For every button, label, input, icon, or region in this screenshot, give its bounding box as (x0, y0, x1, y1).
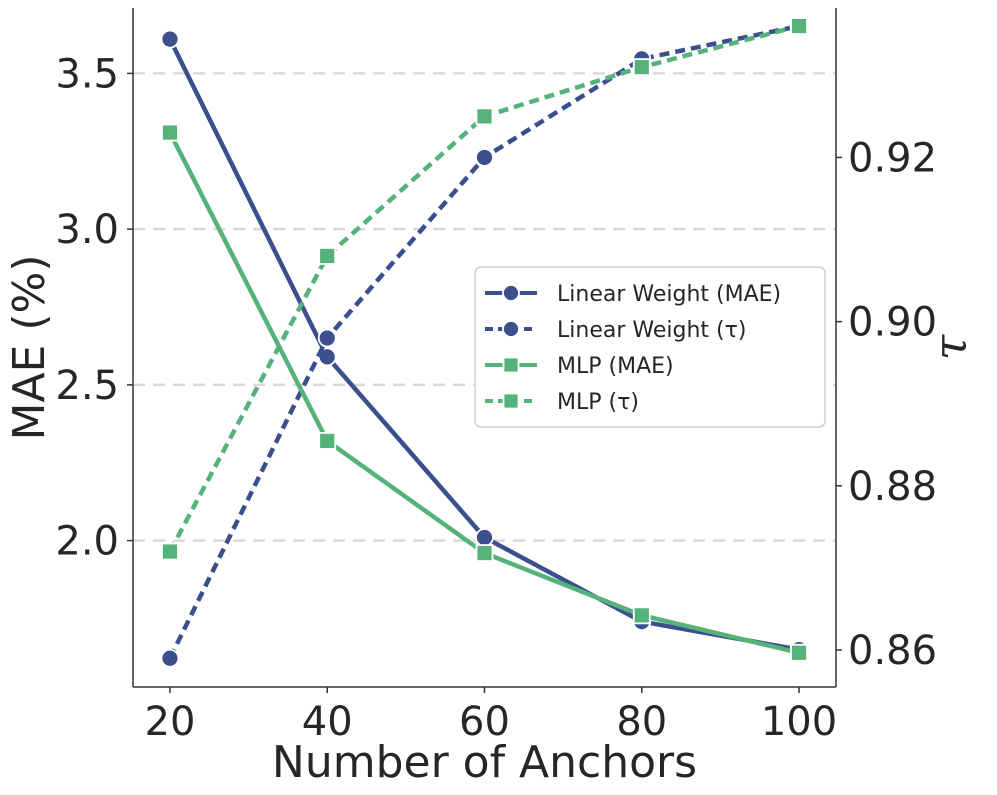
legend-label: MLP (MAE) (557, 354, 674, 379)
x-tick-label: 60 (459, 699, 510, 745)
series-3-point (475, 107, 494, 126)
x-tick-label: 40 (302, 699, 353, 745)
y-left-tick-label: 2.0 (55, 519, 119, 565)
series-2-point (318, 432, 337, 450)
x-tick-label: 100 (761, 699, 837, 745)
series-2 (161, 123, 808, 662)
legend-marker (502, 284, 520, 302)
series-1-point (475, 148, 494, 167)
legend-marker (502, 320, 520, 338)
legend-marker (502, 356, 520, 374)
series-2-point (161, 123, 179, 142)
legend-label: Linear Weight (τ) (557, 318, 746, 343)
series-3 (161, 17, 808, 561)
y-axis-left-title: MAE (%) (4, 255, 55, 441)
axes (127, 8, 842, 693)
legend-label: MLP (τ) (557, 390, 639, 415)
series-3-point (790, 17, 808, 35)
legend-marker (502, 392, 520, 410)
series-0-point (160, 29, 180, 49)
y-right-tick-label: 0.88 (848, 464, 937, 510)
tick-labels: 20 40 60 80 100 2.0 2.5 3.0 3.5 0.86 0.88 0.90 0.92 (55, 51, 937, 745)
legend-entry: Linear Weight (τ) (485, 318, 746, 343)
legend-entry: Linear Weight (MAE) (485, 282, 781, 307)
x-tick-label: 80 (616, 699, 667, 745)
legend-entry: MLP (τ) (485, 390, 639, 415)
legend-label: Linear Weight (MAE) (557, 282, 781, 307)
y-right-tick-label: 0.90 (848, 300, 937, 346)
y-left-tick-label: 3.5 (55, 51, 119, 97)
series-2-point (475, 544, 494, 562)
legend: Linear Weight (MAE) Linear Weight (τ) MLP … (474, 266, 826, 428)
series-3-point (161, 542, 179, 561)
y-right-tick-label: 0.92 (848, 135, 937, 181)
y-left-tick-label: 2.5 (55, 363, 119, 409)
series-3-point (318, 247, 337, 265)
legend-box (474, 266, 826, 428)
series-3-point (632, 58, 651, 77)
legend-entry: MLP (MAE) (485, 354, 674, 379)
y-right-tick-label: 0.86 (848, 628, 937, 674)
series-1-point (160, 648, 180, 668)
series-2-point (632, 606, 651, 625)
y-axis-right-title: τ (923, 333, 977, 360)
series-2-point (790, 643, 808, 662)
series-0-point (475, 528, 494, 547)
y-left-tick-label: 3.0 (55, 207, 119, 253)
x-tick-label: 20 (145, 699, 196, 745)
x-axis-title: Number of Anchors (272, 737, 697, 788)
series-1-point (317, 328, 337, 348)
series-layer (160, 16, 809, 668)
